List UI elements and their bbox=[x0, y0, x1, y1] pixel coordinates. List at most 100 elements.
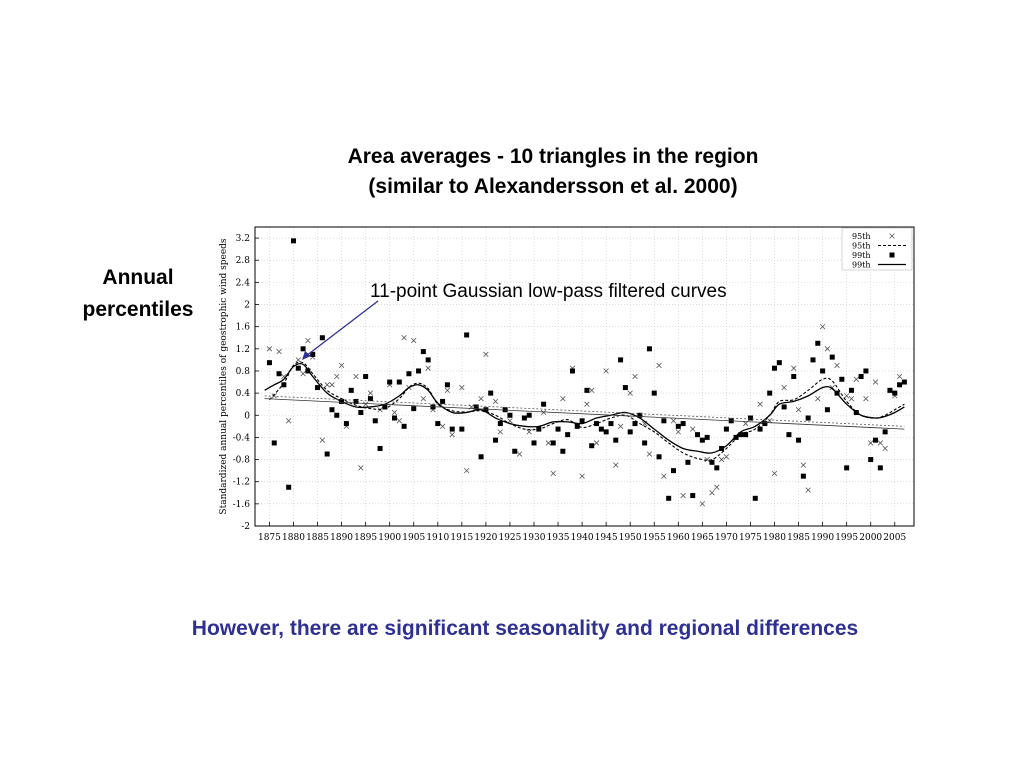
y-tick-label: -0.4 bbox=[233, 433, 251, 443]
point-95th-marker bbox=[795, 407, 802, 413]
point-99th-marker bbox=[319, 335, 325, 341]
y-tick-label: 1.6 bbox=[236, 323, 251, 333]
point-99th-marker bbox=[589, 443, 595, 449]
point-95th-marker bbox=[497, 429, 504, 435]
point-99th-marker bbox=[464, 332, 470, 338]
x-tick-label: 1930 bbox=[523, 533, 546, 543]
point-95th-marker bbox=[771, 470, 778, 477]
point-99th-marker bbox=[541, 401, 547, 407]
point-99th-marker bbox=[334, 412, 340, 418]
point-99th-marker bbox=[815, 340, 821, 346]
point-95th-marker bbox=[425, 365, 431, 371]
point-99th-marker bbox=[680, 421, 686, 427]
y-tick-label: 3.2 bbox=[236, 234, 250, 244]
point-95th-marker bbox=[670, 418, 677, 424]
point-95th-marker bbox=[300, 371, 306, 377]
point-95th-marker bbox=[843, 393, 850, 399]
y-tick-label: -0.8 bbox=[233, 456, 251, 466]
point-95th-marker bbox=[800, 462, 807, 468]
point-99th-marker bbox=[598, 426, 604, 432]
x-tick-label: 1960 bbox=[667, 533, 690, 543]
point-95th-marker bbox=[872, 379, 879, 385]
point-99th-marker bbox=[449, 426, 455, 432]
point-99th-marker bbox=[776, 360, 782, 366]
x-tick-label: 1975 bbox=[739, 533, 762, 543]
x-tick-label: 1935 bbox=[547, 533, 570, 543]
x-tick-label: 1970 bbox=[715, 533, 738, 543]
x-tick-label: 1920 bbox=[474, 533, 497, 543]
point-99th-marker bbox=[651, 390, 657, 396]
point-95th-marker bbox=[492, 398, 499, 405]
x-tick-label: 1885 bbox=[306, 533, 329, 543]
point-99th-marker bbox=[377, 445, 383, 451]
point-99th-marker bbox=[569, 368, 575, 374]
point-95th-marker bbox=[617, 423, 624, 430]
point-99th-marker bbox=[300, 346, 306, 352]
point-95th-marker bbox=[391, 409, 398, 416]
point-99th-marker bbox=[747, 415, 753, 421]
filter-annotation: 11-point Gaussian low-pass filtered curv… bbox=[370, 281, 727, 302]
x-tick-label: 1880 bbox=[282, 533, 305, 543]
point-99th-marker bbox=[738, 432, 744, 438]
point-99th-marker bbox=[656, 454, 662, 460]
point-99th-marker bbox=[459, 426, 465, 432]
point-99th-marker bbox=[286, 484, 292, 490]
legend-label: 95th bbox=[852, 242, 871, 251]
point-99th-marker bbox=[791, 374, 797, 379]
trend-line-99th bbox=[264, 398, 905, 430]
point-99th-marker bbox=[800, 473, 806, 479]
point-95th-marker bbox=[690, 426, 696, 432]
point-99th-marker bbox=[550, 440, 556, 446]
point-99th-marker bbox=[642, 440, 648, 446]
point-99th-marker bbox=[613, 437, 619, 443]
point-95th-marker bbox=[704, 456, 710, 463]
point-95th-marker bbox=[714, 484, 720, 490]
point-99th-marker bbox=[478, 454, 484, 460]
y-tick-label: 0.4 bbox=[236, 389, 251, 399]
y-axis-ticks: -2 -1.6 -1.2 -0.8 -0.4 0 0.4 0.8 1.2 1.6 2 2.4 2.8 3.… bbox=[233, 234, 259, 532]
y-tick-label: -2 bbox=[241, 522, 250, 532]
point-99th-marker bbox=[584, 387, 590, 393]
x-tick-label: 1955 bbox=[643, 533, 666, 543]
point-95th-marker bbox=[367, 390, 374, 396]
point-99th-marker bbox=[632, 421, 638, 427]
x-tick-label: 1980 bbox=[763, 533, 786, 543]
legend-label: 95th bbox=[852, 232, 871, 241]
point-95th-marker bbox=[526, 429, 532, 435]
point-99th-marker bbox=[661, 418, 667, 424]
point-99th-marker bbox=[839, 376, 845, 382]
point-95th-marker bbox=[338, 362, 345, 369]
legend-95th-marker bbox=[889, 233, 895, 239]
point-95th-marker bbox=[853, 376, 859, 382]
point-95th-marker bbox=[589, 387, 595, 394]
point-95th-marker bbox=[396, 418, 402, 424]
point-95th-marker bbox=[266, 346, 273, 352]
point-95th-marker bbox=[463, 467, 470, 474]
x-tick-label: 1925 bbox=[498, 533, 521, 543]
legend-99th-marker bbox=[889, 252, 895, 258]
y-axis-label: Standardized annual percentiles of geost… bbox=[219, 238, 229, 514]
point-99th-marker bbox=[444, 382, 450, 388]
point-99th-marker bbox=[420, 349, 426, 355]
trend-line-95th bbox=[264, 395, 905, 427]
point-99th-marker bbox=[329, 407, 335, 413]
point-99th-marker bbox=[406, 371, 412, 377]
point-95th-marker bbox=[824, 346, 831, 352]
point-95th-marker bbox=[401, 335, 407, 341]
point-95th-marker bbox=[632, 373, 638, 380]
y-tick-label: 1.2 bbox=[236, 345, 250, 355]
point-95th-marker bbox=[613, 462, 619, 468]
x-tick-label: 1875 bbox=[258, 533, 281, 543]
point-95th-marker bbox=[593, 440, 600, 446]
legend-box bbox=[841, 227, 913, 271]
point-95th-marker bbox=[449, 431, 455, 438]
annotation-arrow-line bbox=[305, 300, 379, 357]
point-95th-marker bbox=[295, 357, 301, 363]
point-95th-marker bbox=[718, 456, 725, 463]
point-95th-marker bbox=[805, 487, 811, 493]
point-99th-marker bbox=[762, 421, 768, 427]
point-99th-marker bbox=[743, 432, 749, 438]
point-99th-marker bbox=[391, 415, 397, 421]
point-95th-marker bbox=[560, 395, 566, 402]
